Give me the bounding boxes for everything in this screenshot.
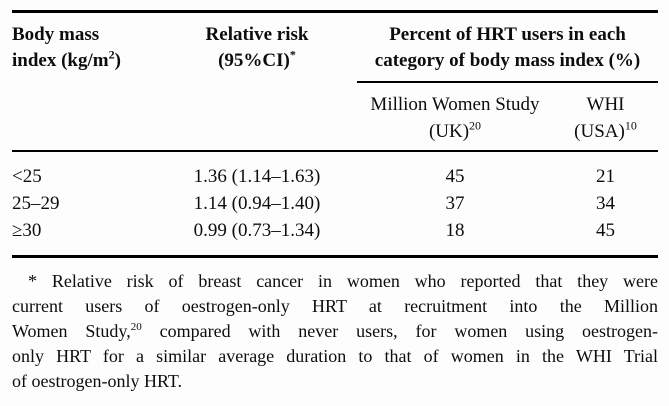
header-line: Percent of HRT users in each xyxy=(389,24,626,45)
header-line: category of body mass index (%) xyxy=(374,50,641,71)
col-header-whi: WHI (USA)10 xyxy=(553,82,659,152)
superscript-asterisk: * xyxy=(289,47,296,62)
reference-superscript-10: 10 xyxy=(624,118,637,133)
hrt-bmi-table: Body mass index (kg/m2) Relative risk (9… xyxy=(12,10,659,258)
reference-superscript-20: 20 xyxy=(130,321,142,333)
table-row: ≥30 0.99 (0.73–1.34) 18 45 xyxy=(12,217,659,258)
bmi-category-value: 25–29 xyxy=(12,193,60,214)
footnote-text: compared with never users, for women usi… xyxy=(141,321,658,341)
header-line: index (kg/m2) xyxy=(12,48,157,74)
subheader-line: WHI xyxy=(586,94,625,115)
col-header-relative-risk: Relative risk (95%CI)* xyxy=(157,11,357,152)
footnote-text: Women Study, xyxy=(12,321,131,341)
header-row-sub: Million Women Study (UK)20 WHI (USA)10 xyxy=(12,82,659,152)
footnote-line: Women Study,20 compared with never users… xyxy=(12,319,658,344)
subheader-line: (UK)20 xyxy=(357,118,553,145)
subheader-line: Million Women Study xyxy=(370,94,540,115)
mws-percent-value: 37 xyxy=(445,193,465,214)
subheader-text: (USA) xyxy=(574,121,625,142)
bmi-category-value: ≥30 xyxy=(12,217,157,258)
mws-percent-value: 18 xyxy=(357,217,553,258)
header-row-main: Body mass index (kg/m2) Relative risk (9… xyxy=(12,11,659,152)
table-head: Body mass index (kg/m2) Relative risk (9… xyxy=(12,11,659,152)
subheader-text: (UK) xyxy=(428,121,470,142)
col-header-percent-hrt-users: Percent of HRT users in each category of… xyxy=(357,11,659,83)
header-line: (95%CI)* xyxy=(157,48,357,74)
superscript-2: 2 xyxy=(108,47,115,62)
table-row: 25–29 1.14 (0.94–1.40) 37 34 xyxy=(12,190,658,217)
mws-percent-value: 45 xyxy=(445,166,465,187)
table-footnote: * Relative risk of breast cancer in wome… xyxy=(12,269,658,394)
footnote-line: * Relative risk of breast cancer in wome… xyxy=(28,271,658,291)
relative-risk-value: 1.14 (0.94–1.40) xyxy=(193,193,321,214)
whi-percent-value: 34 xyxy=(596,193,615,214)
table-body: <25 1.36 (1.14–1.63) 45 21 25–29 1.14 (0… xyxy=(12,151,659,258)
footnote-line: only HRT for a similar average duration … xyxy=(12,346,658,366)
whi-percent-value: 21 xyxy=(596,166,615,187)
relative-risk-value: 0.99 (0.73–1.34) xyxy=(157,217,357,258)
col-header-million-women-study: Million Women Study (UK)20 xyxy=(357,82,553,152)
reference-superscript-20: 20 xyxy=(469,118,482,133)
col-header-body-mass-index: Body mass index (kg/m2) xyxy=(12,11,157,152)
bmi-category-value: <25 xyxy=(12,166,42,187)
whi-percent-value: 45 xyxy=(553,217,659,258)
header-text: (95%CI) xyxy=(218,50,290,71)
table-row: <25 1.36 (1.14–1.63) 45 21 xyxy=(12,151,658,190)
footnote-line: of oestrogen-only HRT. xyxy=(12,371,183,391)
footnote-line: current users of oestrogen-only HRT at r… xyxy=(12,296,658,316)
header-line: Body mass xyxy=(12,24,100,45)
header-line: Relative risk xyxy=(205,24,309,45)
relative-risk-value: 1.36 (1.14–1.63) xyxy=(193,166,321,187)
subheader-line: (USA)10 xyxy=(553,118,658,145)
header-text: index (kg/m xyxy=(12,50,109,71)
header-text: ) xyxy=(114,50,121,71)
